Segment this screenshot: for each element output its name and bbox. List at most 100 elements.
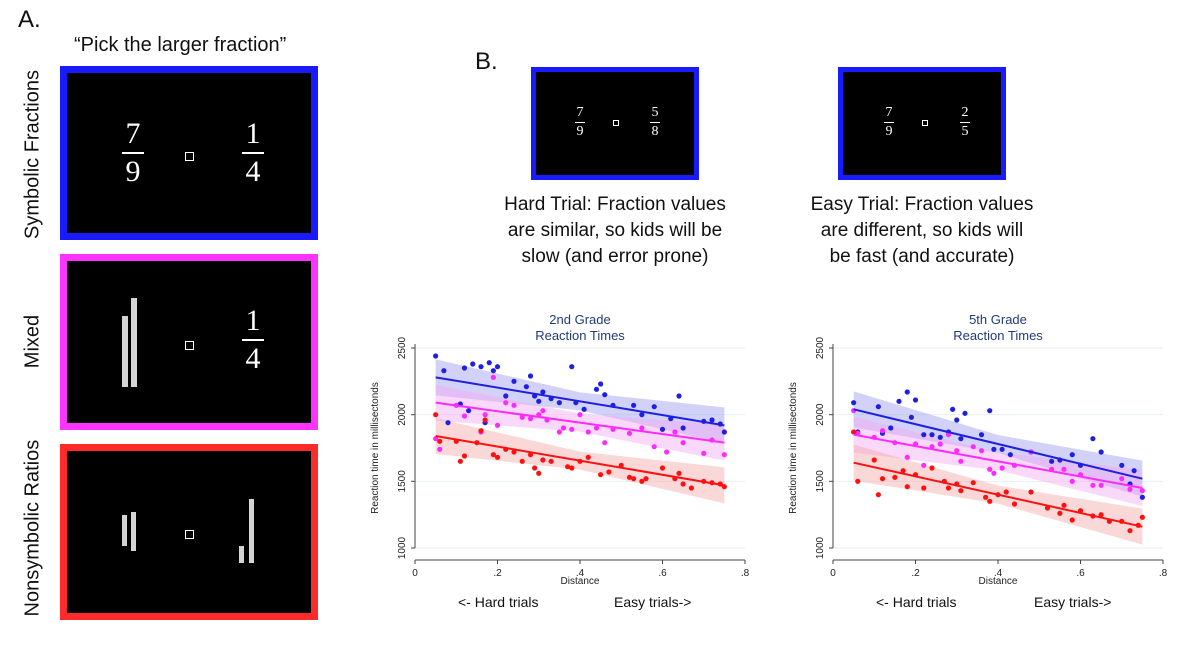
fixation-square bbox=[922, 120, 928, 126]
x-tick-label: .6 bbox=[658, 568, 667, 579]
y-tick-label: 2500 bbox=[397, 336, 408, 359]
data-point bbox=[962, 410, 968, 416]
data-point bbox=[1139, 514, 1145, 520]
data-point bbox=[626, 430, 633, 436]
data-point bbox=[875, 404, 881, 410]
fixation-square bbox=[185, 530, 194, 539]
data-point bbox=[991, 470, 997, 476]
data-point bbox=[532, 465, 538, 471]
data-point bbox=[672, 429, 678, 435]
fixation-square bbox=[185, 341, 194, 350]
caption-line: slow (and error prone) bbox=[521, 246, 709, 267]
x-tick-label: .2 bbox=[493, 568, 502, 579]
y-axis-label: Reaction time in millisectonds bbox=[788, 382, 799, 514]
task-prompt: “Pick the larger fraction” bbox=[74, 34, 287, 56]
ratio-bar-left-tall bbox=[131, 512, 136, 551]
denominator: 4 bbox=[245, 155, 261, 188]
chart-title: 5th Grade bbox=[969, 312, 1027, 327]
data-point bbox=[540, 389, 546, 395]
fraction-left: 7 9 bbox=[572, 106, 588, 139]
data-point bbox=[433, 436, 439, 442]
data-point bbox=[556, 400, 562, 406]
data-point bbox=[688, 485, 694, 491]
x-tick-label: .4 bbox=[994, 568, 1003, 579]
denominator: 4 bbox=[245, 342, 261, 375]
row-label-nonsymbolic: Nonsymbolic Ratios bbox=[21, 439, 44, 617]
fraction-bar bbox=[122, 152, 144, 154]
data-point bbox=[680, 481, 686, 487]
data-point bbox=[999, 446, 1005, 452]
denominator: 9 bbox=[885, 124, 893, 139]
denominator: 9 bbox=[125, 155, 141, 188]
fraction-bar bbox=[650, 122, 660, 123]
data-point bbox=[921, 485, 927, 491]
y-tick-label: 1500 bbox=[815, 470, 826, 493]
data-point bbox=[503, 393, 509, 399]
caption-line: be fast (and accurate) bbox=[829, 246, 1015, 267]
data-point bbox=[631, 476, 637, 482]
caption-line: Easy Trial: Fraction values bbox=[810, 194, 1034, 215]
data-point bbox=[482, 417, 488, 423]
y-axis-label: Reaction time in millisectonds bbox=[370, 382, 381, 514]
data-point bbox=[441, 368, 447, 374]
x-axis-label: Distance bbox=[561, 576, 600, 587]
data-point bbox=[519, 414, 525, 420]
data-point bbox=[1127, 528, 1133, 534]
data-point bbox=[536, 398, 542, 404]
data-point bbox=[527, 373, 534, 379]
data-point bbox=[569, 426, 575, 432]
data-point bbox=[987, 408, 993, 414]
easy-trials-label-left: Easy trials-> bbox=[614, 594, 692, 610]
denominator: 5 bbox=[961, 124, 969, 139]
data-point bbox=[937, 434, 943, 440]
ratio-bar-right-short bbox=[239, 546, 244, 563]
data-point bbox=[503, 400, 509, 406]
data-point bbox=[651, 444, 657, 450]
data-point bbox=[908, 414, 914, 420]
data-point bbox=[958, 458, 964, 464]
data-point bbox=[540, 457, 546, 463]
data-point bbox=[585, 454, 591, 460]
data-point bbox=[721, 429, 727, 435]
data-point bbox=[970, 480, 976, 486]
chart-title: 2nd Grade bbox=[549, 312, 610, 327]
row-label-symbolic: Symbolic Fractions bbox=[21, 70, 44, 239]
data-point bbox=[904, 484, 910, 490]
row-label-mixed: Mixed bbox=[21, 314, 44, 369]
x-tick-label: 0 bbox=[830, 568, 836, 579]
panel-b-letter: B. bbox=[475, 48, 498, 75]
data-point bbox=[709, 417, 715, 423]
data-point bbox=[639, 425, 645, 431]
fraction-right: 2 5 bbox=[957, 106, 973, 139]
caption-line: Hard Trial: Fraction values bbox=[504, 194, 726, 215]
data-point bbox=[701, 450, 707, 456]
data-point bbox=[494, 364, 501, 370]
data-point bbox=[536, 470, 542, 476]
fit-line bbox=[853, 408, 1143, 480]
data-point bbox=[585, 429, 591, 435]
fit-line bbox=[853, 461, 1143, 528]
data-point bbox=[904, 389, 910, 395]
data-point bbox=[461, 413, 468, 419]
data-point bbox=[879, 428, 886, 434]
x-tick-label: 0 bbox=[412, 568, 418, 579]
easy-trials-label-right: Easy trials-> bbox=[1034, 594, 1112, 610]
symbolic-frame: 7 9 1 4 bbox=[60, 66, 318, 240]
data-point bbox=[577, 412, 583, 418]
y-tick-label: 2500 bbox=[815, 336, 826, 359]
fit-line bbox=[853, 433, 1143, 489]
data-point bbox=[511, 402, 517, 408]
data-point bbox=[1028, 489, 1034, 495]
data-point bbox=[983, 494, 989, 500]
x-axis-label: Distance bbox=[979, 576, 1018, 587]
numerator: 5 bbox=[651, 105, 659, 120]
data-point bbox=[651, 404, 657, 410]
fraction-bar bbox=[575, 122, 585, 123]
data-point bbox=[548, 458, 554, 464]
data-point bbox=[639, 478, 645, 484]
data-point bbox=[954, 417, 960, 423]
fraction-bar bbox=[960, 122, 970, 123]
data-point bbox=[855, 478, 861, 484]
data-point bbox=[1069, 517, 1075, 523]
